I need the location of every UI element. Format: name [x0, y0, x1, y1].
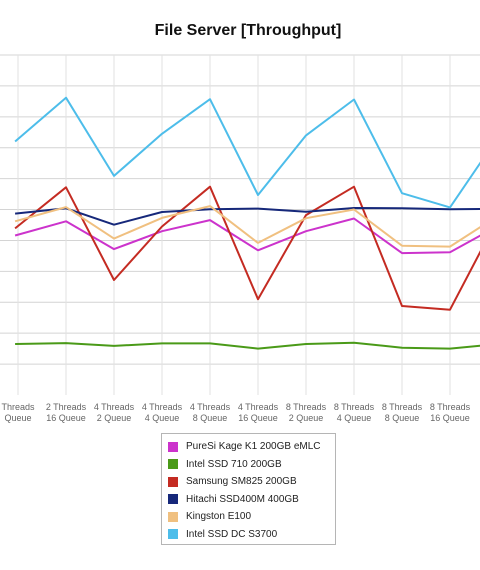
legend-swatch: [168, 459, 178, 470]
series-line-2: [14, 185, 480, 311]
legend-swatch: [168, 511, 178, 522]
x-tick-label: 8 Threads: [430, 402, 471, 412]
x-tick-label: 16 Queue: [430, 413, 470, 423]
legend-label: Samsung SM825 200GB: [186, 476, 297, 488]
series-line-5: [14, 96, 480, 209]
x-tick-label: 8 Threads: [286, 402, 327, 412]
x-tick-label: Queue: [4, 413, 31, 423]
legend-label: Hitachi SSD400M 400GB: [186, 493, 299, 505]
legend-label: Kingston E100: [186, 511, 252, 523]
x-tick-label: 4 Queue: [337, 413, 372, 423]
x-tick-label: 8 Queue: [193, 413, 228, 423]
legend-swatch: [168, 476, 178, 487]
series-lines: [14, 96, 480, 350]
x-tick-label: 2 Queue: [289, 413, 324, 423]
legend-swatch: [168, 529, 178, 540]
x-tick-label: 2 Threads: [46, 402, 87, 412]
x-tick-label: 4 Threads: [238, 402, 279, 412]
legend-item: PureSi Kage K1 200GB eMLC: [168, 438, 335, 456]
legend-label: PureSi Kage K1 200GB eMLC: [186, 441, 321, 453]
legend-label: Intel SSD DC S3700: [186, 528, 278, 540]
series-line-0: [14, 217, 480, 255]
legend-item: Kingston E100: [168, 508, 335, 526]
legend-item: Samsung SM825 200GB: [168, 473, 335, 491]
legend-swatch: [168, 494, 178, 505]
series-line-4: [14, 205, 480, 248]
series-line-3: [14, 207, 480, 226]
legend-item: Intel SSD DC S3700: [168, 526, 335, 544]
x-tick-label: 8 Threads: [334, 402, 375, 412]
legend: PureSi Kage K1 200GB eMLC Intel SSD 710 2…: [161, 433, 336, 545]
chart-title: File Server [Throughput]: [155, 22, 342, 39]
x-tick-label: 4 Threads: [190, 402, 231, 412]
gridlines: [0, 54, 480, 395]
x-tick-label: 2 Queue: [97, 413, 132, 423]
legend-item: Hitachi SSD400M 400GB: [168, 491, 335, 509]
x-tick-label: 16 Queue: [46, 413, 86, 423]
x-tick-label: Threads: [1, 402, 35, 412]
x-tick-label: 8 Queue: [385, 413, 420, 423]
series-line-1: [15, 341, 480, 350]
legend-item: Intel SSD 710 200GB: [168, 456, 335, 474]
x-tick-label: 4 Threads: [142, 402, 183, 412]
legend-label: Intel SSD 710 200GB: [186, 458, 282, 470]
x-tick-label: 16 Queue: [238, 413, 278, 423]
x-tick-label: 8 Threads: [382, 402, 423, 412]
x-tick-label: 4 Threads: [94, 402, 135, 412]
legend-swatch: [168, 441, 178, 452]
x-tick-label: 4 Queue: [145, 413, 180, 423]
